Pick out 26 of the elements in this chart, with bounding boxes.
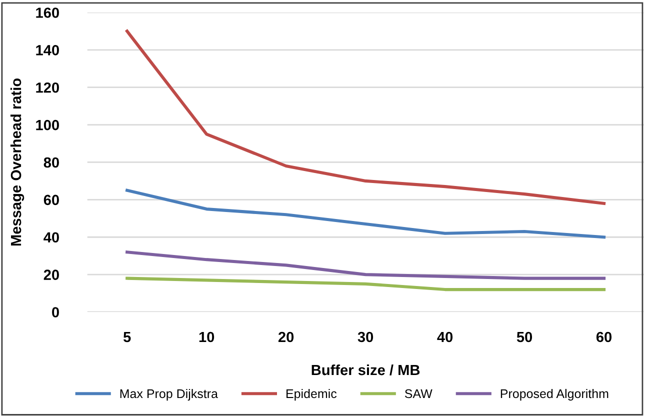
y-tick-label: 20 xyxy=(44,270,59,280)
y-tick-label: 100 xyxy=(36,120,59,130)
x-tick-label: 40 xyxy=(437,332,453,342)
line-series xyxy=(126,250,606,280)
x-tick-label: 50 xyxy=(516,332,532,342)
line-series xyxy=(126,276,606,292)
y-tick-label: 140 xyxy=(36,45,59,56)
y-tick-label: 160 xyxy=(36,8,59,18)
line-series xyxy=(126,30,606,205)
line-series xyxy=(126,188,606,239)
y-tick-label: 60 xyxy=(44,194,59,206)
x-tick-label: 60 xyxy=(596,332,612,342)
legend-label: Proposed Algorithm xyxy=(500,388,608,401)
y-tick-label: 80 xyxy=(44,157,59,168)
y-tick-label: 120 xyxy=(36,82,59,93)
x-tick-label: 30 xyxy=(358,332,374,342)
x-tick-label: 5 xyxy=(123,332,131,342)
x-axis-title: Buffer size / MB xyxy=(312,364,420,376)
y-axis-title: Message Overhead ratio xyxy=(10,78,24,246)
legend-label: Max Prop Dijkstra xyxy=(120,388,218,401)
y-tick-label: 40 xyxy=(44,232,59,243)
legend-label: SAW xyxy=(404,389,432,398)
y-tick-label: 0 xyxy=(52,307,59,318)
x-tick-label: 20 xyxy=(278,332,294,342)
legend-label: Epidemic xyxy=(286,388,337,401)
x-tick-label: 10 xyxy=(199,332,214,342)
